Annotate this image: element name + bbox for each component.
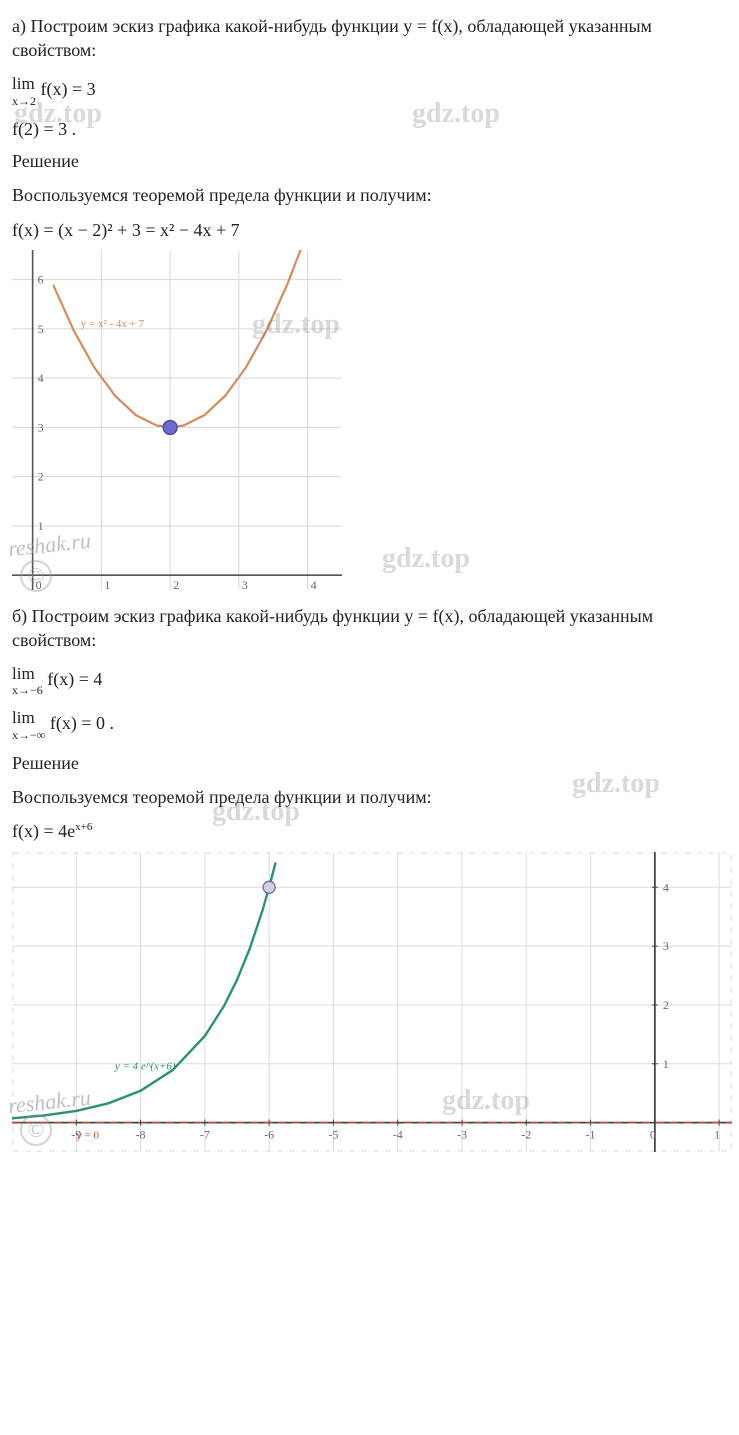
part-b-function: f(x) = 4ex+6 <box>12 819 727 843</box>
svg-text:2: 2 <box>663 998 669 1012</box>
svg-text:4: 4 <box>38 371 44 385</box>
lim-sub: x→−∞ <box>12 727 45 743</box>
theorem-text: Воспользуемся теоремой предела функции и… <box>12 785 727 809</box>
svg-text:1: 1 <box>104 578 110 590</box>
svg-text:2: 2 <box>173 578 179 590</box>
chart-2: -9-8-7-6-5-4-3-2-1011234y = 4 e^(x+6)y =… <box>12 852 732 1152</box>
svg-text:1: 1 <box>714 1127 720 1141</box>
watermark-copyright: © <box>20 560 52 592</box>
part-b-limit-1: lim x→−6 f(x) = 4 <box>12 663 727 699</box>
lim-right: f(x) = 0 . <box>50 713 114 733</box>
svg-text:4: 4 <box>663 880 669 894</box>
lim-sub: x→−6 <box>12 682 43 698</box>
svg-text:0: 0 <box>650 1127 656 1141</box>
svg-text:-2: -2 <box>521 1127 531 1141</box>
chart-2-svg: -9-8-7-6-5-4-3-2-1011234y = 4 e^(x+6)y =… <box>12 852 732 1152</box>
svg-text:1: 1 <box>663 1056 669 1070</box>
func-base: f(x) = 4e <box>12 821 75 841</box>
watermark-copyright: © <box>20 1114 52 1146</box>
svg-text:-7: -7 <box>200 1127 210 1141</box>
svg-text:-4: -4 <box>393 1127 403 1141</box>
svg-text:y = 0: y = 0 <box>76 1129 99 1141</box>
reshenie-label: Решение <box>12 149 727 173</box>
lim-right: f(x) = 3 <box>41 79 96 99</box>
svg-text:4: 4 <box>311 578 317 590</box>
svg-text:y = x² - 4x + 7: y = x² - 4x + 7 <box>81 318 145 330</box>
svg-text:6: 6 <box>38 272 44 286</box>
svg-text:-3: -3 <box>457 1127 467 1141</box>
func-exp: x+6 <box>75 821 92 833</box>
watermark-gdz: gdz.top <box>382 540 470 578</box>
chart-1: 01234123456y = x² - 4x + 7 gdz.top gdz.t… <box>12 250 342 590</box>
svg-text:-6: -6 <box>264 1127 274 1141</box>
lim-sub: x→2 <box>12 93 36 109</box>
svg-text:3: 3 <box>38 420 44 434</box>
part-b-intro: б) Построим эскиз графика какой-нибудь ф… <box>12 604 727 653</box>
svg-text:2: 2 <box>38 470 44 484</box>
svg-text:3: 3 <box>242 578 248 590</box>
part-a-intro: a) Построим эскиз графика какой-нибудь ф… <box>12 14 727 63</box>
chart-1-svg: 01234123456y = x² - 4x + 7 <box>12 250 342 590</box>
svg-text:1: 1 <box>38 519 44 533</box>
part-a-function: f(x) = (x − 2)² + 3 = x² − 4x + 7 <box>12 218 727 242</box>
svg-text:3: 3 <box>663 939 669 953</box>
svg-text:-1: -1 <box>586 1127 596 1141</box>
svg-text:y = 4 e^(x+6): y = 4 e^(x+6) <box>114 1060 176 1072</box>
part-b-limit-2: lim x→−∞ f(x) = 0 . <box>12 707 727 743</box>
part-a-limit: lim x→2 f(x) = 3 <box>12 73 727 109</box>
lim-right: f(x) = 4 <box>47 669 102 689</box>
svg-text:-5: -5 <box>328 1127 338 1141</box>
reshenie-label: Решение <box>12 751 727 775</box>
svg-text:5: 5 <box>38 322 44 336</box>
svg-text:-8: -8 <box>136 1127 146 1141</box>
part-a-fval: f(2) = 3 . <box>12 117 727 141</box>
theorem-text: Воспользуемся теоремой предела функции и… <box>12 183 727 207</box>
